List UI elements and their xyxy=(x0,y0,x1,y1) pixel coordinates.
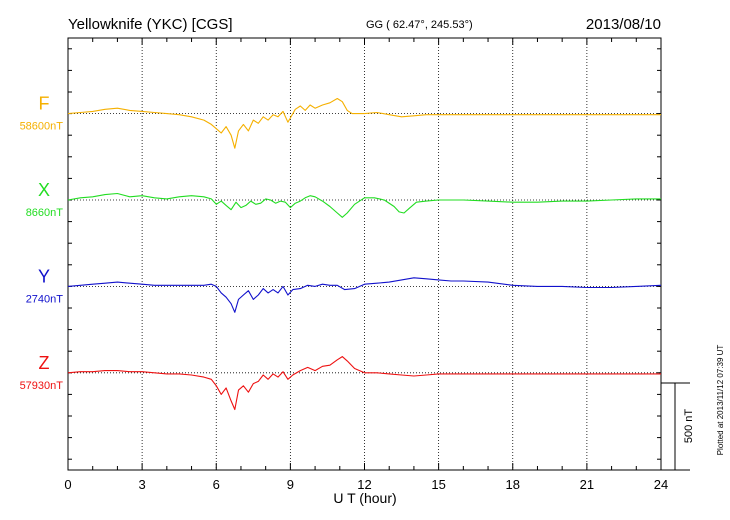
x-tick-label-24: 24 xyxy=(654,477,668,492)
series-group xyxy=(67,97,662,411)
x-tick-label-18: 18 xyxy=(506,477,520,492)
x-axis-tick-labels: 0 3 6 9 12 15 18 21 24 xyxy=(64,477,668,492)
series-line-y xyxy=(67,277,662,313)
grid-lines xyxy=(68,38,661,470)
series-line-x xyxy=(67,192,661,218)
scale-bar: 500 nT xyxy=(661,382,695,471)
chart-date: 2013/08/10 xyxy=(586,16,661,33)
x-axis-ticks xyxy=(67,38,662,470)
series-labels-group: F 58600nT X 8660nT Y 2740nT Z 57930nT xyxy=(20,94,64,392)
series-line-f xyxy=(67,97,661,149)
series-name-x: X xyxy=(38,180,50,200)
series-baseline-y: 2740nT xyxy=(26,293,64,305)
x-tick-label-21: 21 xyxy=(580,477,594,492)
series-name-f: F xyxy=(39,94,50,114)
x-tick-label-0: 0 xyxy=(64,477,71,492)
plotted-timestamp: Plotted at 2013/11/12 07:39 UT xyxy=(716,345,725,456)
station-coordinates: GG ( 62.47°, 245.53°) xyxy=(366,19,473,31)
x-tick-label-3: 3 xyxy=(139,477,146,492)
series-baseline-f: 58600nT xyxy=(20,121,64,133)
scale-bar-label: 500 nT xyxy=(683,409,695,444)
x-tick-label-15: 15 xyxy=(431,477,445,492)
x-tick-label-6: 6 xyxy=(213,477,220,492)
series-name-y: Y xyxy=(38,266,50,286)
x-axis-label: U T (hour) xyxy=(333,490,396,506)
series-name-z: Z xyxy=(39,353,50,373)
series-line-z xyxy=(67,356,661,411)
chart-title: Yellowknife (YKC) [CGS] xyxy=(68,16,233,33)
series-baseline-z: 57930nT xyxy=(20,380,64,392)
series-baseline-x: 8660nT xyxy=(26,207,64,219)
x-tick-label-12: 12 xyxy=(357,477,371,492)
x-tick-label-9: 9 xyxy=(287,477,294,492)
